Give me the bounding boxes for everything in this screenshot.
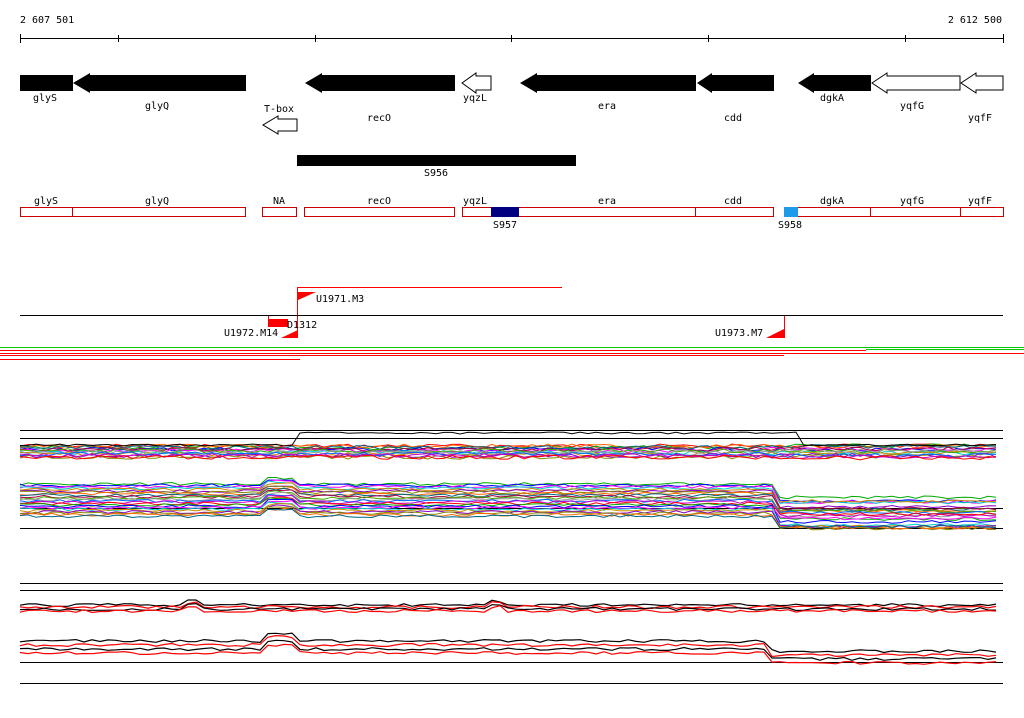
gene-arrow-glyS[interactable] [20,75,73,91]
annotation-box-dgkA[interactable] [797,207,871,217]
gene-arrow-yqzL[interactable] [461,72,492,94]
transcription-unit-track: U1971.M3 D1312 U1972.M14 U1973.M7 [20,287,1003,339]
gene-arrow-glyQ[interactable] [73,73,246,93]
gene-arrow-yqfF[interactable] [960,72,1004,94]
annotation-box-cdd[interactable] [695,207,774,217]
gene-arrow-recO[interactable] [305,73,455,93]
expression-profile-panel [19,430,1003,531]
gene-track: glyS glyQ T-box recO yqzL era cdd dgkA y… [20,72,1004,135]
expression-trace [19,489,997,511]
gene-label: dgkA [820,93,844,104]
expression-trace [19,632,997,654]
ruler-end-label: 2 612 500 [948,15,1002,26]
gene-arrow-yqfG[interactable] [871,72,961,94]
annotation-label: glyS [34,196,58,207]
tu-label: U1972.M14 [224,328,278,339]
tu-label: U1973.M7 [715,328,763,339]
srna-label: S957 [493,220,517,231]
expression-trace [19,508,997,529]
annotation-box-recO[interactable] [304,207,455,217]
regulatory-region-label: S956 [424,168,448,179]
srna-label: S958 [778,220,802,231]
annotation-label: era [598,196,616,207]
annotation-label: yqfF [968,196,992,207]
expression-trace [19,634,997,658]
expression-trace [19,506,997,531]
expression-trace [19,496,997,516]
tu-label: D1312 [287,320,317,331]
expression-profile-panel [19,583,1003,684]
srna-box-S957[interactable] [491,207,519,217]
expression-trace [19,485,997,509]
annotation-box-NA[interactable] [262,207,297,217]
expression-trace [19,487,997,512]
gene-arrow-era[interactable] [520,73,696,93]
gene-label: recO [367,113,391,124]
expression-trace [19,453,997,460]
regulatory-track: S956 [297,155,576,179]
annotation-label: glyQ [145,196,169,207]
expression-trace [19,601,997,610]
tu-end-flag[interactable] [766,329,784,338]
annotation-box-yqfF[interactable] [960,207,1004,217]
gene-label: era [598,101,616,112]
annotation-label: yqzL [463,196,487,207]
gene-label: glyS [33,93,57,104]
expression-trace [19,431,997,447]
annotation-label: recO [367,196,391,207]
gene-arrow-cdd[interactable] [697,73,774,93]
gene-label: cdd [724,113,742,124]
regulatory-region-bar[interactable] [297,155,576,166]
expression-trace [19,498,997,524]
expression-trace [19,446,997,452]
annotation-track: glyS glyQ NA recO yqzL era cdd dgkA yqfG… [20,196,1004,231]
ruler-start-label: 2 607 501 [20,15,74,26]
expression-trace [19,497,997,521]
expression-trace [19,448,997,454]
srna-box-S958[interactable] [784,207,798,217]
gene-label: yqzL [463,93,487,104]
gene-label: T-box [264,104,294,115]
gene-arrow-T-box[interactable] [262,115,298,135]
expression-trace [19,602,997,612]
annotation-box-yqfG[interactable] [870,207,961,217]
coverage-lines [0,347,1024,360]
tu-start-flag[interactable] [298,292,316,300]
expression-trace [19,490,997,514]
tu-block-D1312[interactable] [268,319,288,327]
tu-label: U1971.M3 [316,294,364,305]
annotation-label: yqfG [900,196,924,207]
expression-trace [19,454,997,461]
annotation-label: cdd [724,196,742,207]
gene-label: glyQ [145,101,169,112]
gene-arrow-dgkA[interactable] [798,73,871,93]
annotation-label: dgkA [820,196,844,207]
gene-label: yqfF [968,113,992,124]
expression-trace [19,643,997,665]
expression-trace [19,599,997,608]
annotation-box-glyS[interactable] [20,207,73,217]
expression-trace [19,502,997,529]
annotation-label: NA [273,196,285,207]
expression-trace [19,605,997,614]
annotation-box-glyQ[interactable] [72,207,246,217]
expression-trace [19,500,997,521]
gene-label: yqfG [900,101,924,112]
expression-trace [19,639,997,661]
coordinate-ruler: 2 607 501 2 612 500 [20,15,1004,43]
tu-end-flag[interactable] [281,330,298,338]
